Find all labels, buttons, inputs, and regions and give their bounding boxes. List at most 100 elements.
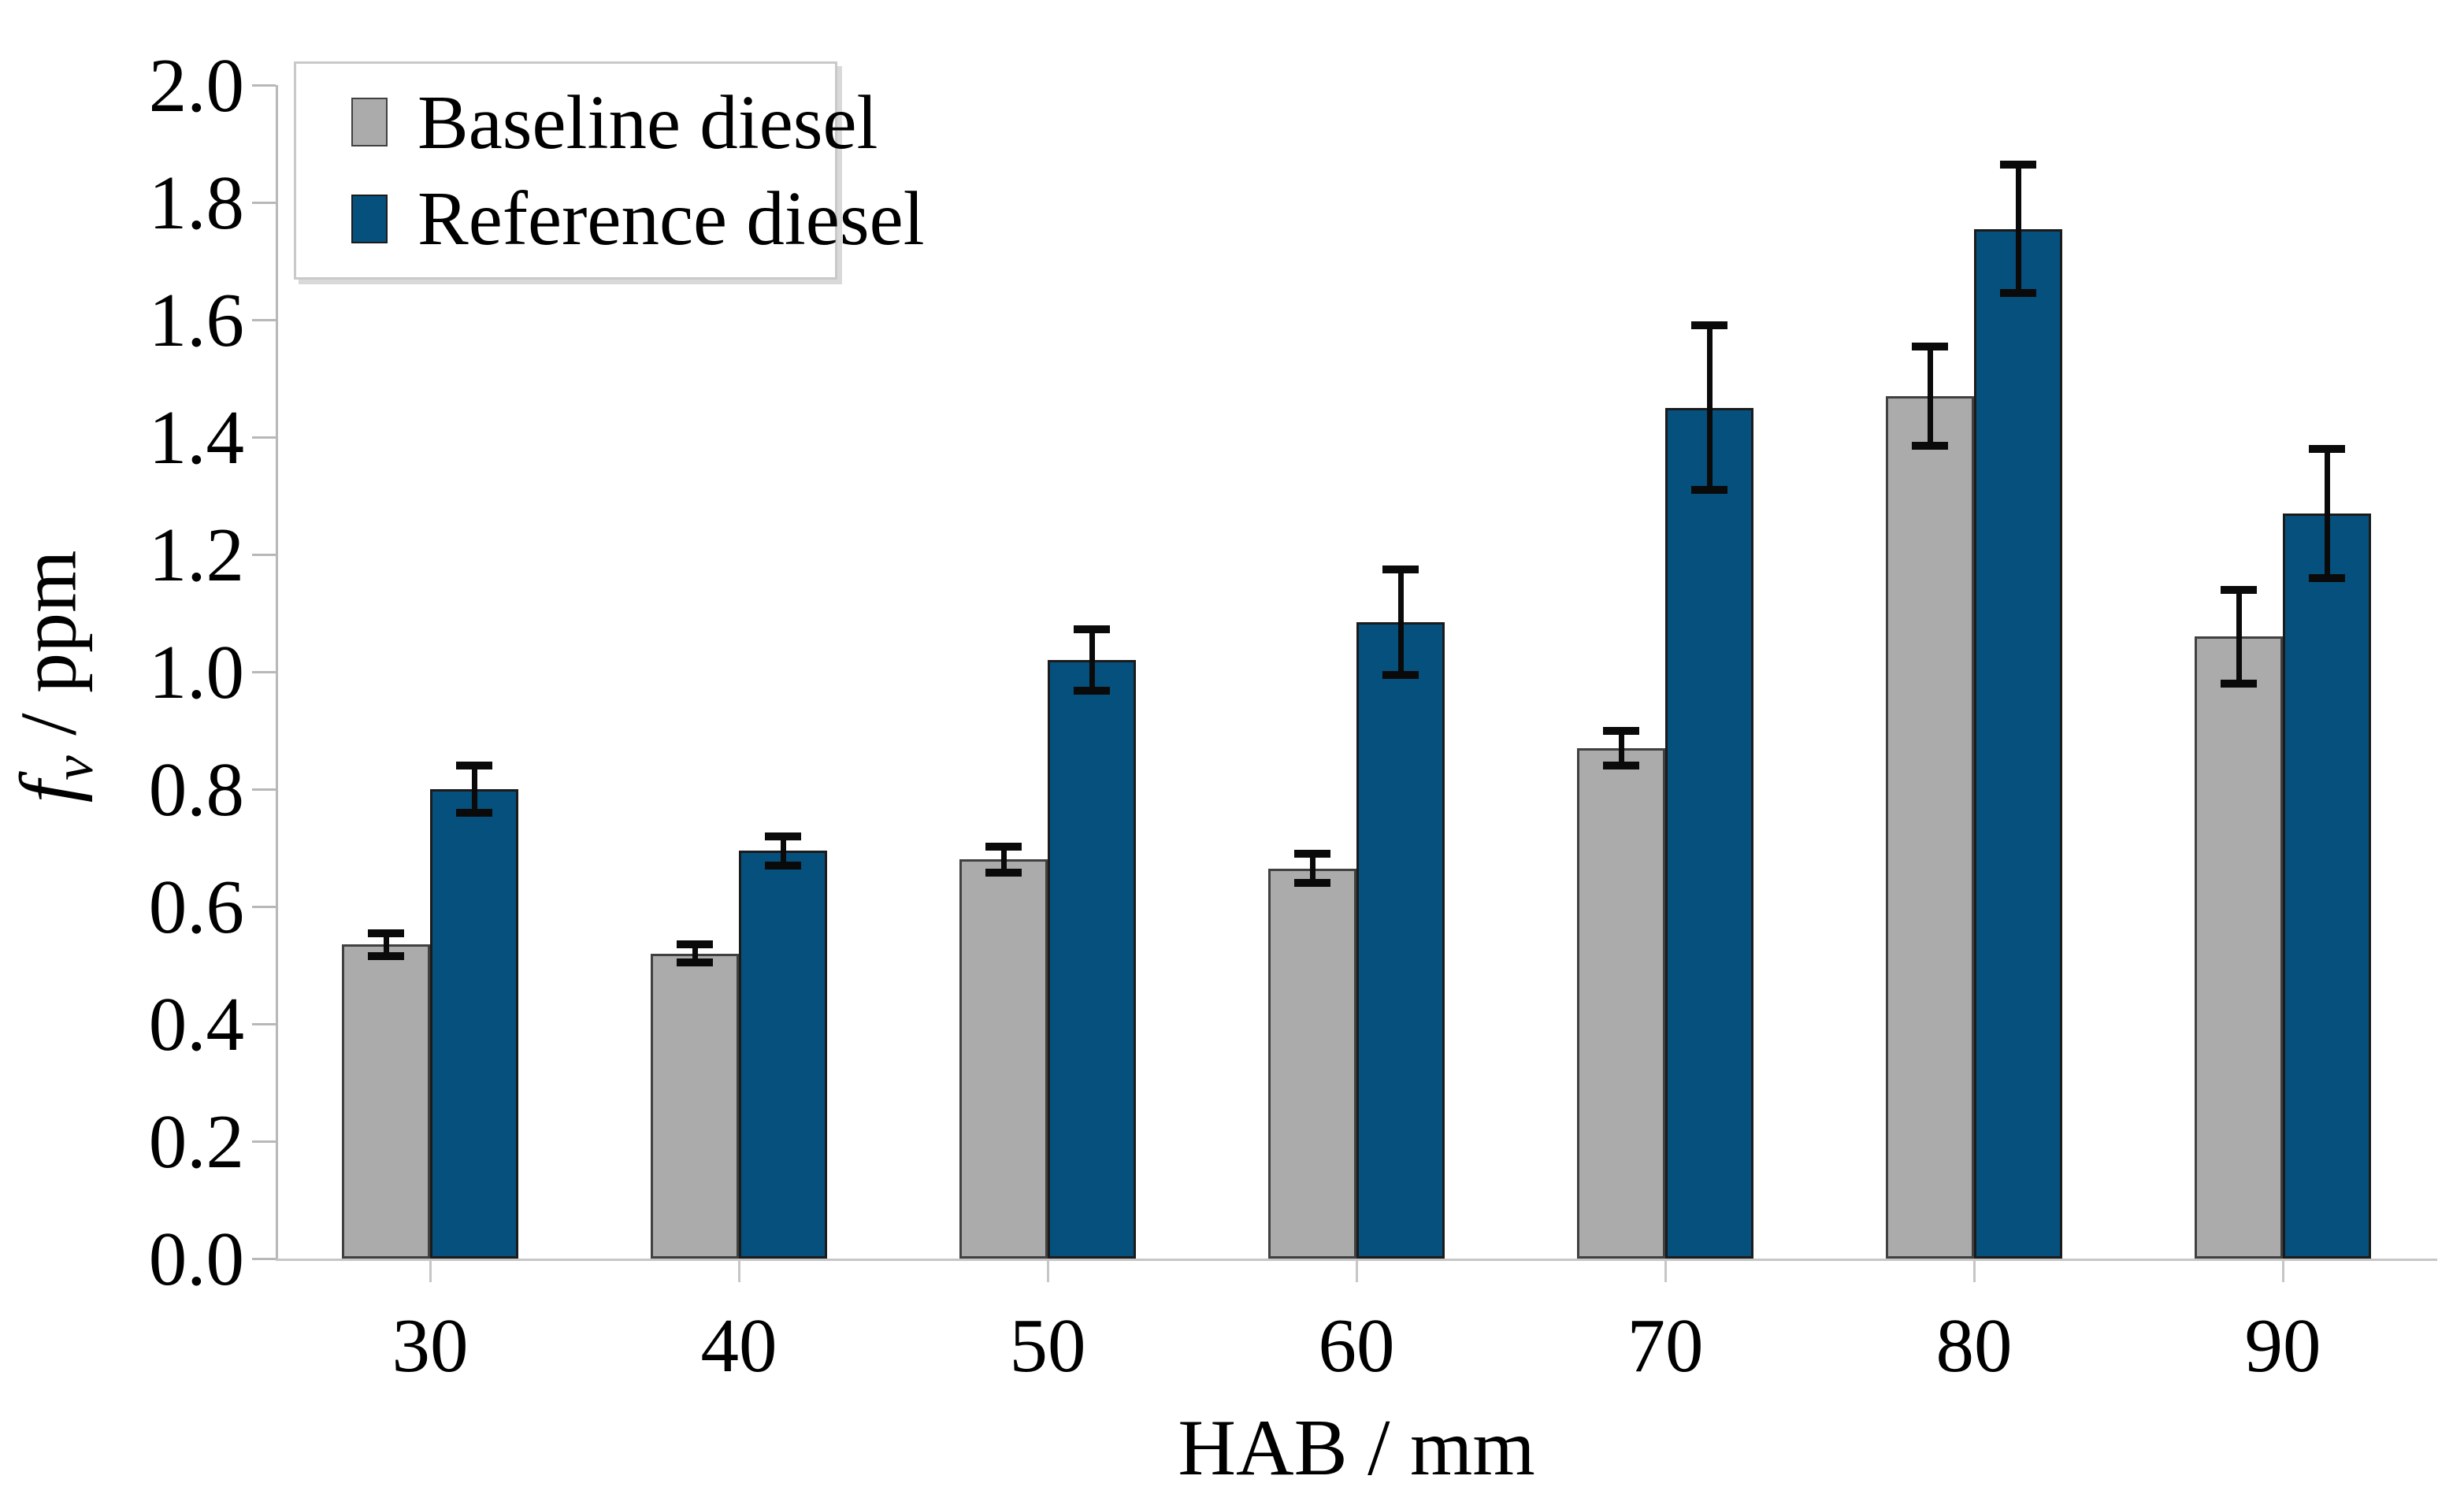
error-bar-cap-bottom-baseline-50	[985, 868, 1022, 877]
error-bar-cap-top-reference-60	[1382, 565, 1419, 573]
y-tick-label: 0.8	[148, 747, 244, 832]
legend-item-reference: Reference diesel	[351, 180, 925, 257]
error-bar-cap-bottom-reference-50	[1074, 686, 1110, 695]
error-bar-cap-top-reference-80	[2000, 160, 2036, 169]
y-axis-tick	[252, 202, 276, 204]
error-bar-line-baseline-70	[1618, 730, 1624, 766]
bar-baseline-40	[651, 953, 739, 1259]
x-axis-title: HAB / mm	[1178, 1403, 1535, 1492]
bar-baseline-30	[342, 944, 430, 1259]
x-axis-tick	[2282, 1261, 2284, 1282]
error-bar-cap-top-reference-30	[456, 762, 492, 770]
bar-reference-30	[430, 789, 518, 1259]
legend-label-reference: Reference diesel	[417, 176, 925, 261]
y-axis-title-subscript: v	[42, 755, 105, 781]
error-bar-cap-top-reference-90	[2309, 444, 2345, 453]
y-axis-tick	[252, 671, 276, 673]
y-tick-label: 1.0	[148, 630, 244, 714]
error-bar-cap-top-baseline-40	[677, 940, 713, 949]
error-bar-cap-bottom-baseline-90	[2221, 679, 2257, 688]
x-tick-label: 80	[1935, 1303, 2013, 1388]
y-axis-tick	[252, 319, 276, 321]
error-bar-line-baseline-40	[692, 944, 698, 962]
bar-reference-40	[739, 851, 827, 1259]
error-bar-cap-top-baseline-80	[1912, 342, 1948, 350]
y-axis-title-units: / ppm	[4, 550, 94, 756]
bar-baseline-70	[1577, 747, 1665, 1259]
y-axis-title: fv / ppm	[4, 551, 105, 803]
y-axis-tick	[252, 788, 276, 791]
x-tick-label: 70	[1627, 1303, 1704, 1388]
error-bar-line-baseline-60	[1309, 853, 1315, 884]
y-axis-title-symbol: f	[4, 780, 94, 803]
legend-swatch-baseline	[351, 98, 388, 147]
y-tick-label: 2.0	[148, 43, 244, 128]
bar-reference-70	[1665, 407, 1753, 1259]
error-bar-cap-bottom-reference-40	[765, 861, 801, 870]
x-tick-label: 60	[1318, 1303, 1395, 1388]
x-axis-tick	[738, 1261, 740, 1282]
error-bar-cap-bottom-baseline-80	[1912, 442, 1948, 451]
x-axis-tick	[1356, 1261, 1358, 1282]
error-bar-cap-bottom-reference-30	[456, 808, 492, 817]
error-bar-cap-top-baseline-30	[368, 929, 404, 937]
x-axis-tick	[1664, 1261, 1667, 1282]
x-tick-label: 40	[700, 1303, 777, 1388]
error-bar-cap-top-reference-70	[1691, 321, 1727, 330]
x-axis-line	[276, 1259, 2437, 1261]
y-tick-label: 1.2	[148, 513, 244, 597]
x-tick-label: 90	[2244, 1303, 2321, 1388]
error-bar-line-baseline-50	[1000, 847, 1007, 873]
error-bar-line-reference-80	[2015, 164, 2021, 294]
y-axis-tick	[252, 1258, 276, 1260]
error-bar-line-reference-50	[1089, 629, 1095, 691]
error-bar-cap-top-reference-50	[1074, 625, 1110, 634]
error-bar-line-baseline-30	[383, 933, 389, 957]
error-bar-cap-bottom-baseline-40	[677, 958, 713, 966]
error-bar-line-reference-70	[1706, 325, 1713, 491]
legend: Baseline diesel Reference diesel	[294, 61, 925, 280]
error-bar-line-reference-30	[471, 766, 477, 813]
y-tick-label: 0.2	[148, 1099, 244, 1184]
y-axis-tick	[252, 906, 276, 908]
y-tick-label: 0.6	[148, 865, 244, 949]
error-bar-line-reference-40	[780, 836, 786, 866]
error-bar-cap-top-reference-40	[765, 832, 801, 840]
y-tick-label: 1.4	[148, 395, 244, 480]
x-axis-tick	[429, 1261, 432, 1282]
y-axis-tick	[252, 84, 276, 87]
y-axis-tick	[252, 554, 276, 556]
bar-reference-60	[1356, 621, 1445, 1259]
error-bar-cap-top-baseline-50	[985, 843, 1022, 851]
error-bar-cap-top-baseline-90	[2221, 585, 2257, 594]
x-tick-label: 30	[391, 1303, 469, 1388]
bar-baseline-60	[1268, 868, 1356, 1259]
x-tick-label: 50	[1009, 1303, 1086, 1388]
y-axis-tick	[252, 1140, 276, 1143]
y-tick-label: 1.8	[148, 161, 244, 245]
error-bar-cap-bottom-reference-70	[1691, 486, 1727, 495]
x-axis-tick	[1973, 1261, 1976, 1282]
legend-label-baseline: Baseline diesel	[417, 80, 878, 165]
y-axis-title-wrap: fv / ppm	[0, 551, 528, 803]
bar-reference-90	[2283, 513, 2371, 1259]
y-axis-line	[276, 85, 278, 1259]
bar-baseline-90	[2195, 636, 2283, 1259]
error-bar-cap-top-baseline-70	[1603, 726, 1639, 735]
error-bar-line-reference-90	[2324, 448, 2330, 578]
bar-reference-80	[1974, 228, 2062, 1259]
error-bar-line-baseline-80	[1927, 346, 1933, 447]
legend-item-baseline: Baseline diesel	[351, 84, 878, 161]
y-axis-tick	[252, 1023, 276, 1025]
y-axis-tick	[252, 436, 276, 439]
y-tick-label: 0.4	[148, 982, 244, 1066]
y-tick-label: 1.6	[148, 278, 244, 362]
legend-swatch-reference	[351, 194, 388, 243]
bar-baseline-80	[1886, 395, 1974, 1259]
error-bar-cap-bottom-baseline-30	[368, 952, 404, 961]
bar-reference-50	[1048, 660, 1136, 1259]
error-bar-cap-bottom-reference-90	[2309, 573, 2345, 582]
error-bar-cap-bottom-reference-60	[1382, 670, 1419, 679]
